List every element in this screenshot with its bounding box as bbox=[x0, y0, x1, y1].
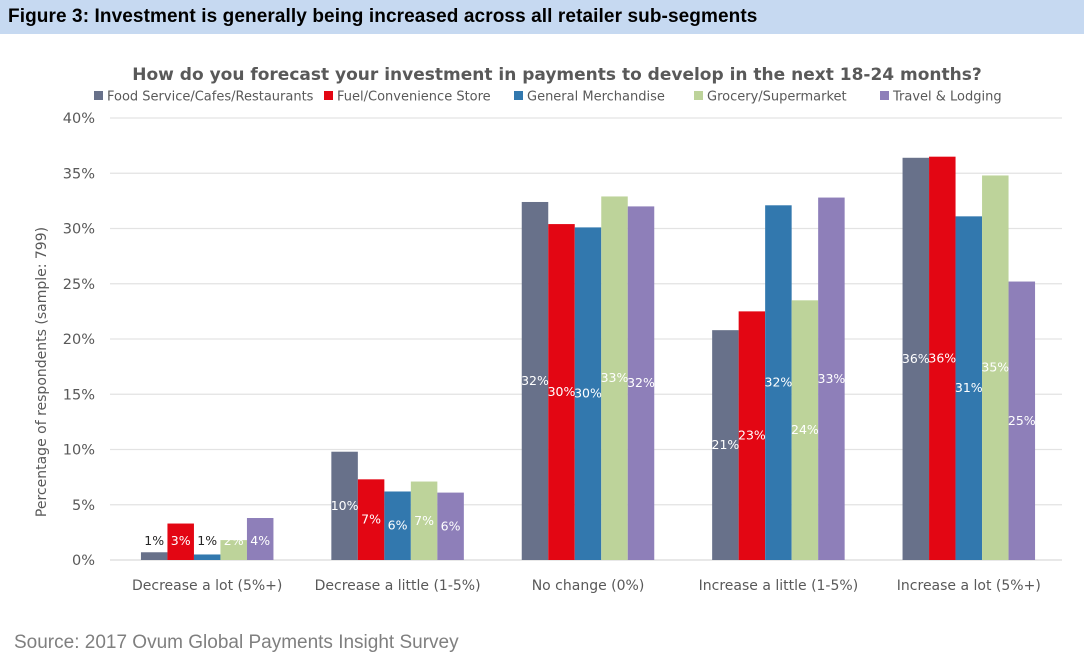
bar bbox=[548, 224, 575, 560]
bar bbox=[140, 552, 168, 560]
y-tick-label: 35% bbox=[63, 166, 95, 182]
data-labels: 1% 3% 1% 2% 4%10%7% 6% 7% 6%32%30%30%33%32%21%2… bbox=[144, 350, 1036, 548]
figure-header: Figure 3: Investment is generally being … bbox=[0, 0, 1084, 34]
bar bbox=[246, 518, 274, 560]
data-label: 1% bbox=[144, 533, 164, 548]
data-label: 1% bbox=[197, 533, 217, 548]
bar bbox=[818, 197, 845, 560]
bar bbox=[193, 554, 221, 560]
y-tick-label: 5% bbox=[72, 498, 95, 514]
legend-label: Grocery/Supermarket bbox=[707, 90, 847, 105]
y-axis-label: Percentage of respondents (sample: 799) bbox=[34, 227, 50, 517]
data-label: 36% bbox=[902, 351, 930, 366]
data-label: 25% bbox=[1008, 413, 1036, 428]
x-category-label: Increase a little (1-5%) bbox=[699, 578, 859, 594]
chart-title: How do you forecast your investment in p… bbox=[132, 65, 981, 85]
x-category-label: Increase a lot (5%+) bbox=[897, 578, 1041, 594]
legend-item: Food Service/Cafes/Restaurants bbox=[94, 90, 314, 105]
bar bbox=[167, 523, 194, 560]
bar bbox=[437, 492, 464, 560]
legend-item: Travel & Lodging bbox=[880, 90, 1002, 105]
legend-label: Travel & Lodging bbox=[892, 90, 1002, 105]
y-tick-label: 15% bbox=[63, 387, 95, 403]
legend-swatch bbox=[514, 91, 523, 100]
y-tick-label: 10% bbox=[63, 443, 95, 459]
legend-item: Grocery/Supermarket bbox=[694, 90, 847, 105]
legend-swatch bbox=[324, 91, 333, 100]
data-label: 30% bbox=[574, 386, 602, 401]
data-label: 10% bbox=[331, 498, 359, 513]
bar bbox=[220, 540, 247, 560]
data-label: 2% bbox=[224, 533, 244, 548]
bar bbox=[738, 311, 766, 560]
data-label: 23% bbox=[738, 428, 766, 443]
bar bbox=[791, 300, 819, 560]
data-label: 32% bbox=[627, 375, 655, 390]
data-label: 6% bbox=[388, 518, 408, 533]
bar bbox=[410, 481, 438, 560]
data-label: 30% bbox=[548, 384, 576, 399]
data-label: 33% bbox=[818, 371, 846, 386]
x-axis-categories: Decrease a lot (5%+) Decrease a little (1… bbox=[132, 578, 1041, 594]
legend-label: General Merchandise bbox=[527, 90, 665, 105]
data-label: 7% bbox=[361, 512, 381, 527]
bars bbox=[140, 156, 1036, 561]
bar bbox=[384, 491, 411, 560]
bar bbox=[357, 479, 385, 560]
bar bbox=[902, 157, 930, 560]
legend: Food Service/Cafes/Restaurants Fuel/Conve… bbox=[94, 90, 1002, 105]
legend-label: Food Service/Cafes/Restaurants bbox=[107, 90, 314, 105]
data-label: 3% bbox=[171, 533, 191, 548]
data-label: 31% bbox=[955, 380, 983, 395]
data-label: 32% bbox=[765, 375, 793, 390]
bar bbox=[982, 175, 1009, 560]
y-axis-ticks: 0% 5% 10% 15% 20% 25% 30% 35% 40% bbox=[63, 111, 95, 569]
bar bbox=[955, 216, 983, 560]
data-label: 35% bbox=[981, 360, 1009, 375]
data-label: 7% bbox=[414, 513, 434, 528]
data-label: 6% bbox=[441, 518, 461, 533]
data-label: 21% bbox=[712, 437, 740, 452]
y-tick-label: 25% bbox=[63, 277, 95, 293]
bar bbox=[627, 206, 655, 560]
legend-swatch bbox=[694, 91, 703, 100]
y-tick-label: 20% bbox=[63, 332, 95, 348]
y-tick-label: 0% bbox=[72, 553, 95, 569]
data-label: 36% bbox=[928, 350, 956, 365]
figure-title: Figure 3: Investment is generally being … bbox=[8, 6, 758, 27]
data-label: 4% bbox=[250, 533, 270, 548]
bar bbox=[574, 227, 602, 560]
bar bbox=[521, 201, 549, 561]
x-category-label: No change (0%) bbox=[532, 578, 645, 594]
y-tick-label: 40% bbox=[63, 111, 95, 127]
bar-chart: How do you forecast your investment in p… bbox=[34, 65, 1062, 594]
bar bbox=[929, 156, 956, 561]
x-category-label: Decrease a little (1-5%) bbox=[315, 578, 481, 594]
data-label: 32% bbox=[521, 373, 549, 388]
legend-item: Fuel/Convenience Store bbox=[324, 90, 491, 105]
bar bbox=[331, 451, 358, 560]
legend-label: Fuel/Convenience Store bbox=[337, 90, 491, 105]
data-label: 33% bbox=[601, 370, 629, 385]
legend-swatch bbox=[94, 91, 103, 100]
legend-item: General Merchandise bbox=[514, 90, 665, 105]
bar bbox=[1008, 281, 1036, 560]
source-note: Source: 2017 Ovum Global Payments Insigh… bbox=[14, 632, 459, 653]
y-tick-label: 30% bbox=[63, 222, 95, 238]
bar bbox=[765, 205, 792, 561]
data-label: 24% bbox=[791, 422, 819, 437]
bar bbox=[712, 330, 739, 560]
legend-swatch bbox=[880, 91, 889, 100]
bar bbox=[601, 196, 628, 560]
x-category-label: Decrease a lot (5%+) bbox=[132, 578, 282, 594]
